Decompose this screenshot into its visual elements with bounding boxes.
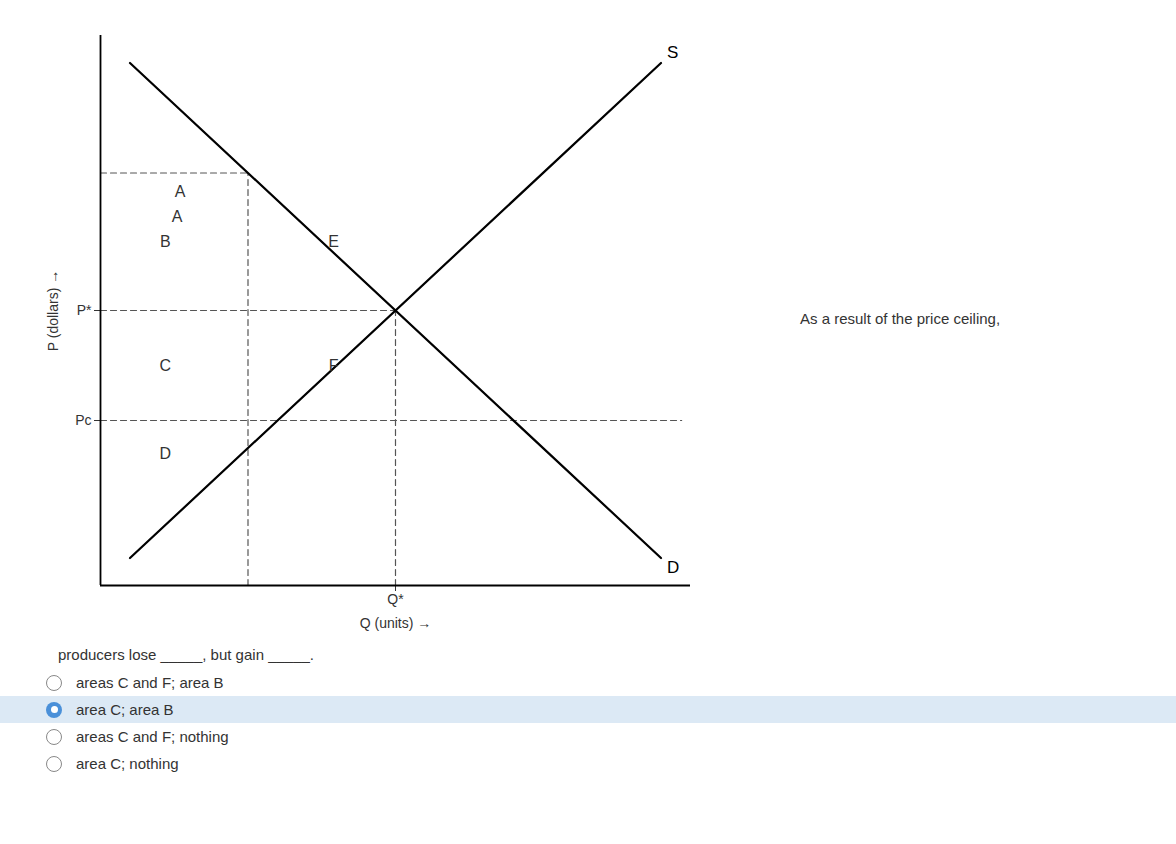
svg-text:D: D bbox=[160, 445, 172, 462]
svg-text:A: A bbox=[175, 183, 186, 200]
svg-text:C: C bbox=[160, 357, 172, 374]
html-text:As a result of the price ceili: As a result of the price ceiling, bbox=[800, 310, 1001, 327]
svg-text:Q (units) →: Q (units) → bbox=[360, 615, 432, 631]
svg-text:Pc: Pc bbox=[75, 412, 91, 428]
svg-text:B: B bbox=[160, 233, 171, 250]
svg-text:A: A bbox=[172, 208, 183, 225]
svg-text:P (dollars) →: P (dollars) → bbox=[45, 270, 61, 351]
html-text:area C; area B: area C; area B bbox=[76, 701, 174, 718]
svg-text:P*: P* bbox=[77, 302, 92, 318]
svg-text:D: D bbox=[667, 558, 679, 577]
svg-text:Q*: Q* bbox=[387, 591, 404, 607]
svg-text:E: E bbox=[328, 233, 339, 250]
svg-text:S: S bbox=[667, 43, 678, 62]
svg-text:F: F bbox=[329, 357, 339, 374]
html-text:area C; nothing: area C; nothing bbox=[76, 755, 179, 772]
html-text:areas C and F; area B: areas C and F; area B bbox=[76, 674, 224, 691]
html-text:producers lose _____, but gain: producers lose _____, but gain _____. bbox=[58, 646, 314, 663]
html-text:areas C and F; nothing: areas C and F; nothing bbox=[76, 728, 229, 745]
